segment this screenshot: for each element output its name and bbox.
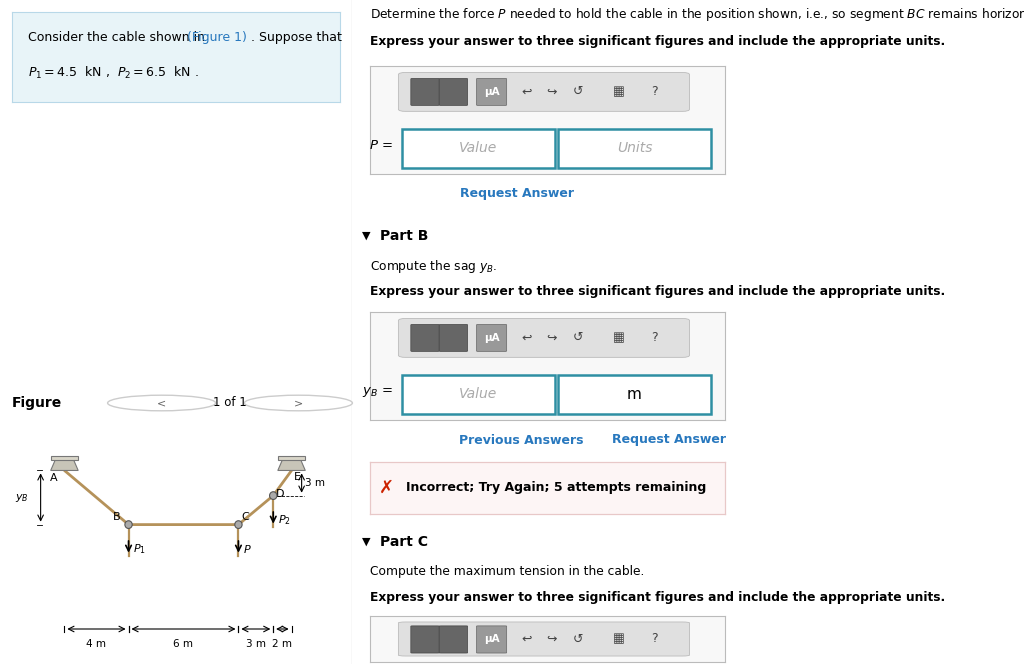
FancyBboxPatch shape (402, 374, 555, 414)
Text: ▼: ▼ (362, 231, 371, 241)
Text: ?: ? (650, 86, 657, 98)
Text: B: B (113, 513, 120, 523)
Polygon shape (278, 460, 305, 471)
Polygon shape (51, 460, 78, 471)
Text: Request Answer: Request Answer (611, 434, 726, 446)
Text: Part C: Part C (380, 535, 428, 549)
Text: Incorrect; Try Again; 5 attempts remaining: Incorrect; Try Again; 5 attempts remaini… (406, 481, 706, 495)
Text: $y_B$: $y_B$ (15, 491, 29, 503)
Text: µA: µA (484, 333, 500, 343)
Text: ▦: ▦ (612, 633, 625, 645)
Text: ▦: ▦ (612, 86, 625, 98)
FancyBboxPatch shape (402, 129, 555, 167)
Circle shape (269, 492, 276, 499)
Text: Express your answer to three significant figures and include the appropriate uni: Express your answer to three significant… (370, 285, 945, 298)
Text: Figure: Figure (12, 396, 62, 410)
Text: Submit: Submit (383, 434, 432, 446)
Text: 2 m: 2 m (272, 639, 293, 649)
Bar (51, 456, 78, 460)
Text: Previous Answers: Previous Answers (459, 434, 584, 446)
Text: 4 m: 4 m (86, 639, 106, 649)
Text: µA: µA (484, 634, 500, 644)
Text: C: C (242, 513, 249, 523)
FancyBboxPatch shape (439, 626, 468, 653)
Text: ▦: ▦ (612, 331, 625, 345)
Text: $P_1$: $P_1$ (133, 542, 146, 556)
Text: $P_2$: $P_2$ (278, 513, 291, 527)
Text: 3 m: 3 m (246, 639, 266, 649)
Text: m: m (627, 386, 642, 402)
FancyBboxPatch shape (558, 129, 711, 167)
Text: $P_1 = 4.5$  kN ,  $P_2 = 6.5$  kN .: $P_1 = 4.5$ kN , $P_2 = 6.5$ kN . (29, 65, 200, 81)
Text: ↺: ↺ (572, 86, 583, 98)
Text: Compute the sag $y_B$.: Compute the sag $y_B$. (370, 258, 498, 276)
Text: Units: Units (616, 141, 652, 155)
Text: ↩: ↩ (521, 331, 531, 345)
Text: (Figure 1): (Figure 1) (187, 31, 248, 44)
Text: Determine the force $P$ needed to hold the cable in the position shown, i.e., so: Determine the force $P$ needed to hold t… (370, 6, 1024, 23)
Text: ?: ? (650, 331, 657, 345)
Text: Submit: Submit (383, 187, 432, 201)
Text: E: E (294, 472, 300, 483)
Text: 3 m: 3 m (305, 478, 326, 488)
FancyBboxPatch shape (439, 78, 468, 106)
Bar (278, 456, 305, 460)
Text: 1 of 1: 1 of 1 (213, 396, 247, 410)
FancyBboxPatch shape (476, 325, 507, 351)
Text: ↪: ↪ (546, 633, 556, 645)
FancyBboxPatch shape (411, 325, 439, 351)
FancyBboxPatch shape (398, 72, 689, 112)
Text: Value: Value (459, 141, 498, 155)
Text: ↪: ↪ (546, 86, 556, 98)
Circle shape (234, 521, 242, 529)
Text: Consider the cable shown in: Consider the cable shown in (29, 31, 209, 44)
FancyBboxPatch shape (411, 78, 439, 106)
Text: Value: Value (459, 387, 498, 401)
Text: ↺: ↺ (572, 331, 583, 345)
Text: <: < (157, 398, 166, 408)
Text: $y_B$ =: $y_B$ = (362, 385, 393, 399)
FancyBboxPatch shape (398, 622, 689, 656)
Text: Compute the maximum tension in the cable.: Compute the maximum tension in the cable… (370, 564, 644, 578)
FancyBboxPatch shape (476, 78, 507, 106)
Text: Request Answer: Request Answer (460, 187, 574, 201)
Text: ↺: ↺ (572, 633, 583, 645)
Text: Part B: Part B (380, 229, 429, 243)
Text: . Suppose that: . Suppose that (252, 31, 342, 44)
Text: ✗: ✗ (379, 479, 394, 497)
Text: D: D (276, 489, 285, 499)
Circle shape (125, 521, 132, 529)
Text: ↩: ↩ (521, 633, 531, 645)
Text: 6 m: 6 m (173, 639, 194, 649)
FancyBboxPatch shape (439, 325, 468, 351)
Text: Express your answer to three significant figures and include the appropriate uni: Express your answer to three significant… (370, 591, 945, 604)
Text: ▼: ▼ (362, 537, 371, 547)
FancyBboxPatch shape (411, 626, 439, 653)
Text: ↩: ↩ (521, 86, 531, 98)
Text: >: > (294, 398, 303, 408)
Text: µA: µA (484, 87, 500, 97)
Text: Express your answer to three significant figures and include the appropriate uni: Express your answer to three significant… (370, 35, 945, 48)
FancyBboxPatch shape (476, 626, 507, 653)
Text: $P$: $P$ (243, 542, 252, 554)
Text: ?: ? (650, 633, 657, 645)
Text: ↪: ↪ (546, 331, 556, 345)
Text: $P$ =: $P$ = (370, 139, 393, 153)
Text: A: A (49, 473, 57, 483)
FancyBboxPatch shape (558, 374, 711, 414)
FancyBboxPatch shape (398, 319, 689, 357)
